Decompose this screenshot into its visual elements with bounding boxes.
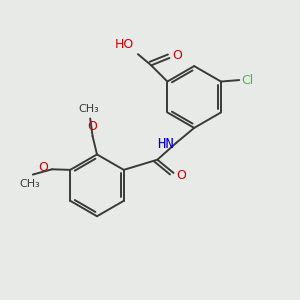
Text: CH₃: CH₃ bbox=[78, 104, 99, 114]
Text: O: O bbox=[176, 169, 186, 182]
Text: HN: HN bbox=[158, 137, 174, 151]
Text: O: O bbox=[172, 49, 182, 62]
Text: Cl: Cl bbox=[242, 74, 254, 87]
Text: O: O bbox=[39, 161, 48, 174]
Text: CH₃: CH₃ bbox=[20, 179, 40, 189]
Text: HO: HO bbox=[115, 38, 134, 51]
Text: O: O bbox=[88, 120, 98, 133]
